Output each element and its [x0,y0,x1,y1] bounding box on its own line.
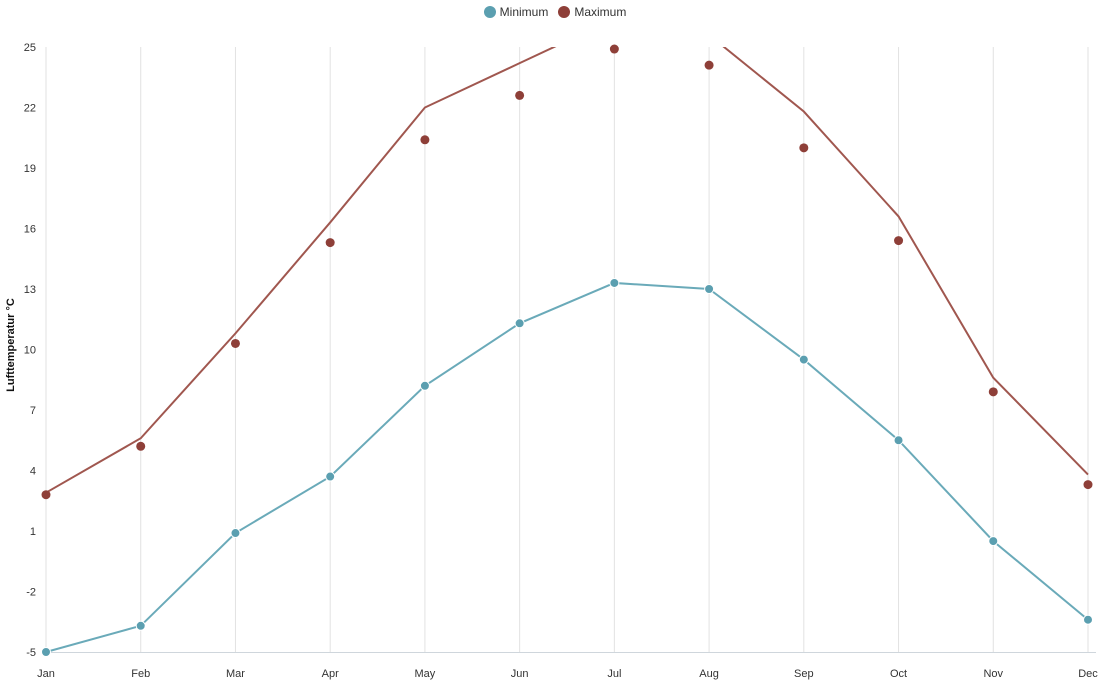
x-tick-label: Feb [131,668,150,680]
y-axis-label: Lufttemperatur °C [5,298,17,392]
x-tick-label: Mar [226,668,245,680]
maximum-point [136,441,146,451]
minimum-point [988,536,999,547]
maximum-point [1083,480,1093,490]
y-tick-label: 25 [24,42,36,54]
x-tick-label: Dec [1078,668,1098,680]
legend-label-maximum: Maximum [574,5,627,19]
y-tick-label: 4 [30,466,36,478]
y-tick-label: -5 [26,647,36,659]
minimum-series-line [45,281,1089,653]
minimum-point [135,620,146,631]
maximum-point [894,236,904,246]
y-tick-label: 16 [24,224,36,236]
x-tick-label: Sep [794,668,814,680]
x-tick-label: Nov [983,668,1003,680]
series-layer [41,44,1093,657]
maximum-point [988,387,998,397]
maximum-point [799,143,809,153]
x-tick-label: Oct [890,668,907,680]
maximum-point [420,135,430,145]
legend-swatch-maximum [558,6,571,18]
minimum-point [514,318,525,329]
y-tick-label: 10 [24,345,36,357]
x-tick-label: Jun [511,668,529,680]
legend-label-minimum: Minimum [499,5,549,19]
axes: Jan Feb Mar Apr May Jun Jul Aug Sep Oct Nov Dec -5 -2… [24,42,1099,680]
grid [45,47,1089,652]
y-tick-label: 13 [24,284,36,296]
minimum-point [798,354,809,365]
minimum-point [230,528,241,539]
chart-legend: Minimum Maximum [0,5,1110,19]
y-tick-label: 1 [30,526,36,538]
x-tick-label: May [415,668,436,680]
minimum-point [419,380,430,391]
maximum-point [230,338,240,348]
minimum-point [704,284,715,294]
legend-swatch-minimum [483,6,496,18]
y-tick-label: 7 [30,405,36,417]
maximum-point [325,238,335,248]
y-tick-label: 22 [24,103,36,115]
y-tick-label: 19 [24,163,36,175]
maximum-trend-line [45,47,1089,494]
x-tick-label: Jul [607,668,621,680]
x-tick-label: Jan [37,668,55,680]
x-tick-label: Aug [699,668,719,680]
minimum-point [41,647,51,657]
y-tick-label: -2 [26,587,36,599]
x-tick-label: Apr [322,668,339,680]
maximum-point [515,90,525,100]
minimum-point [609,277,620,288]
legend-item-minimum[interactable]: Minimum [483,5,549,19]
minimum-point [893,435,904,446]
legend-item-maximum[interactable]: Maximum [558,5,626,19]
maximum-point [41,490,51,500]
maximum-point [609,44,619,54]
maximum-point [704,60,714,70]
minimum-point [325,471,336,482]
minimum-point [1083,614,1093,625]
